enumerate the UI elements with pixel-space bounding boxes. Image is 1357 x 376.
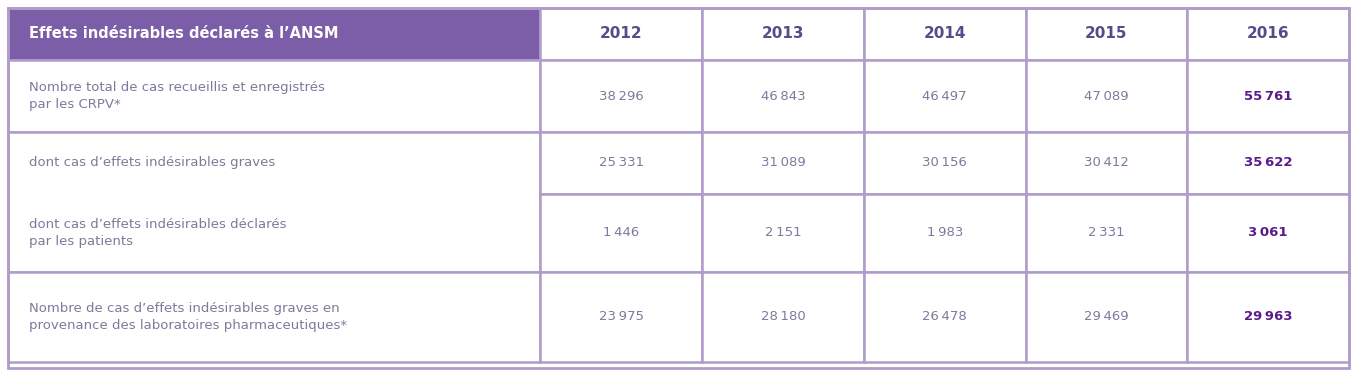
Bar xyxy=(864,8,1026,60)
Bar xyxy=(8,60,540,132)
Bar xyxy=(1026,194,1187,272)
Text: 29 469: 29 469 xyxy=(1084,311,1129,323)
Text: 55 761: 55 761 xyxy=(1244,89,1292,103)
Text: Nombre de cas d’effets indésirables graves en
provenance des laboratoires pharma: Nombre de cas d’effets indésirables grav… xyxy=(30,302,347,332)
Bar xyxy=(864,194,1026,272)
Bar xyxy=(8,132,540,272)
Bar xyxy=(540,132,702,194)
Bar xyxy=(864,60,1026,132)
Bar xyxy=(702,60,864,132)
Bar xyxy=(1187,8,1349,60)
Text: 38 296: 38 296 xyxy=(598,89,643,103)
Text: Effets indésirables déclarés à l’ANSM: Effets indésirables déclarés à l’ANSM xyxy=(30,26,339,41)
Text: 28 180: 28 180 xyxy=(760,311,805,323)
Text: 46 497: 46 497 xyxy=(923,89,968,103)
Bar xyxy=(702,132,864,194)
Text: 35 622: 35 622 xyxy=(1244,156,1292,169)
Bar xyxy=(1187,194,1349,272)
Text: 31 089: 31 089 xyxy=(760,156,805,169)
Text: 2013: 2013 xyxy=(761,26,805,41)
Text: 47 089: 47 089 xyxy=(1084,89,1129,103)
Text: 26 478: 26 478 xyxy=(923,311,968,323)
Bar xyxy=(1187,60,1349,132)
Text: dont cas d’effets indésirables déclarés
par les patients: dont cas d’effets indésirables déclarés … xyxy=(30,218,286,248)
Text: 1 983: 1 983 xyxy=(927,226,963,239)
Bar xyxy=(540,60,702,132)
Text: 2016: 2016 xyxy=(1247,26,1289,41)
Text: dont cas d’effets indésirables graves: dont cas d’effets indésirables graves xyxy=(30,156,275,169)
Text: 23 975: 23 975 xyxy=(598,311,643,323)
Bar xyxy=(1187,272,1349,362)
Text: 2 331: 2 331 xyxy=(1088,226,1125,239)
Text: 1 446: 1 446 xyxy=(603,226,639,239)
Bar xyxy=(1187,132,1349,194)
Text: 2 151: 2 151 xyxy=(764,226,801,239)
Bar xyxy=(702,8,864,60)
Bar xyxy=(702,194,864,272)
Bar xyxy=(8,272,540,362)
Text: 29 963: 29 963 xyxy=(1244,311,1292,323)
Bar xyxy=(864,132,1026,194)
Bar xyxy=(540,272,702,362)
Bar xyxy=(540,8,702,60)
Text: 25 331: 25 331 xyxy=(598,156,643,169)
Text: 30 156: 30 156 xyxy=(923,156,968,169)
Text: 2015: 2015 xyxy=(1086,26,1128,41)
Bar xyxy=(1026,272,1187,362)
Bar xyxy=(1026,60,1187,132)
Bar xyxy=(8,8,540,60)
Bar xyxy=(540,194,702,272)
Bar xyxy=(1026,8,1187,60)
Bar xyxy=(1026,132,1187,194)
Bar xyxy=(702,272,864,362)
Text: 2014: 2014 xyxy=(924,26,966,41)
Text: 3 061: 3 061 xyxy=(1248,226,1288,239)
Text: Nombre total de cas recueillis et enregistrés
par les CRPV*: Nombre total de cas recueillis et enregi… xyxy=(30,81,326,111)
Text: 30 412: 30 412 xyxy=(1084,156,1129,169)
Text: 2012: 2012 xyxy=(600,26,643,41)
Bar xyxy=(864,272,1026,362)
Text: 46 843: 46 843 xyxy=(761,89,805,103)
